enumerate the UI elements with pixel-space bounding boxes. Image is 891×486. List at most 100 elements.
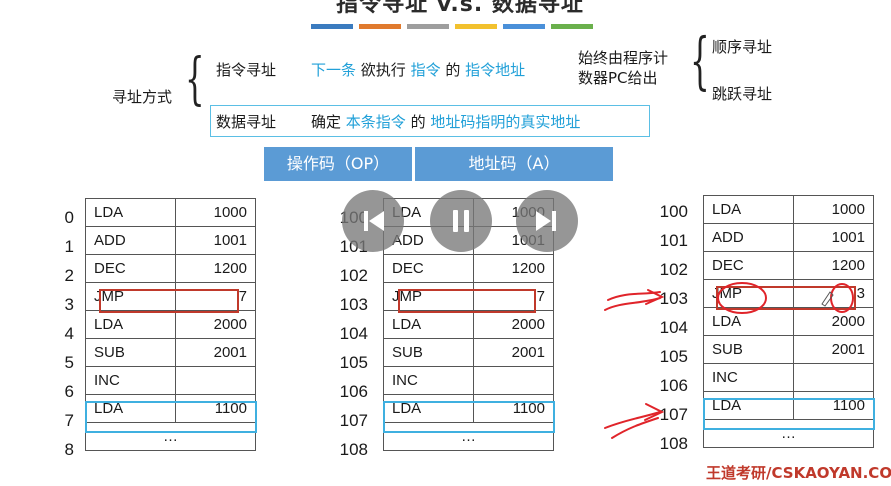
address-label: 8 — [64, 440, 74, 459]
opcode-cell: INC — [703, 363, 794, 392]
opcode-cell: LDA — [85, 310, 176, 339]
title-color-bar — [455, 24, 497, 29]
memory-row: LDA 2000 — [383, 310, 554, 339]
next-instruction-text: 下一条 — [311, 61, 357, 79]
address-label: 5 — [64, 353, 74, 372]
address-label: 106 — [659, 376, 688, 395]
address-label: 103 — [659, 289, 688, 308]
address-code-cell: 1200 — [793, 251, 874, 280]
address-label: 104 — [659, 318, 688, 337]
pc-note-line2: 数器PC给出 — [578, 69, 658, 87]
memory-row: DEC 1200 — [703, 251, 874, 280]
opcode-cell: DEC — [703, 251, 794, 280]
arrow-103-annotation — [604, 297, 661, 311]
address-code-cell: 2001 — [175, 338, 256, 367]
skip-back-icon — [364, 211, 384, 231]
opcode-cell: LDA — [703, 391, 794, 420]
memory-row: INC — [85, 366, 256, 395]
opcode-cell: ADD — [703, 223, 794, 252]
memory-row: DEC 1200 — [85, 254, 256, 283]
address-label: 108 — [339, 440, 368, 459]
next-button[interactable] — [516, 190, 578, 252]
memory-row: LDA 1100 — [85, 394, 256, 423]
opcode-cell: LDA — [85, 198, 176, 227]
jmp-row-highlight-1 — [99, 289, 239, 313]
address-label: 3 — [64, 295, 74, 314]
instruction-addressing-label: 指令寻址 — [216, 61, 277, 79]
desc-text: 欲执行 — [356, 61, 411, 79]
address-code-cell — [175, 366, 256, 395]
lda-row-highlight-3 — [703, 398, 875, 430]
opcode-cell: LDA — [703, 195, 794, 224]
address-code-cell: 1100 — [793, 391, 874, 420]
address-label: 103 — [339, 295, 368, 314]
desc-text: 的 — [405, 113, 431, 131]
previous-button[interactable] — [342, 190, 404, 252]
operand-circle-annotation — [830, 283, 854, 313]
address-label: 1 — [64, 237, 74, 256]
title-color-bar — [551, 24, 593, 29]
instruction-addressing-desc: 下一条 欲执行 指令 的 指令地址 — [311, 59, 525, 80]
address-label: 104 — [339, 324, 368, 343]
address-label: 105 — [659, 347, 688, 366]
opcode-cell: SUB — [85, 338, 176, 367]
address-code-cell: 1001 — [793, 223, 874, 252]
address-column-1: 0 1 2 3 4 5 6 7 8 — [40, 203, 74, 464]
this-instruction-text: 本条指令 — [345, 113, 406, 131]
sequential-addressing-label: 顺序寻址 — [712, 38, 773, 56]
pause-icon — [453, 210, 469, 232]
instruction-address-text: 指令地址 — [465, 61, 526, 79]
address-label: 2 — [64, 266, 74, 285]
opcode-header: 操作码（OP） — [264, 147, 412, 181]
opcode-cell: DEC — [383, 254, 474, 283]
watermark: 王道考研/CSKAOYAN.COM — [706, 464, 891, 482]
address-label: 6 — [64, 382, 74, 401]
memory-row: LDA 2000 — [85, 310, 256, 339]
address-label: 102 — [339, 266, 368, 285]
memory-row: LDA 1100 — [383, 394, 554, 423]
address-code-cell: 7 — [175, 282, 256, 311]
title-color-bar — [359, 24, 401, 29]
data-addressing-label: 数据寻址 — [216, 113, 277, 131]
right-brace-icon: { — [690, 24, 710, 97]
pencil-icon — [821, 291, 834, 307]
address-code-header: 地址码（A） — [415, 147, 613, 181]
address-code-cell: 2001 — [793, 335, 874, 364]
opcode-cell: ADD — [85, 226, 176, 255]
opcode-cell: DEC — [85, 254, 176, 283]
desc-text: 确定 — [311, 113, 346, 131]
address-code-cell: 1000 — [793, 195, 874, 224]
lda-row-highlight-2 — [383, 401, 555, 433]
memory-row: DEC 1200 — [383, 254, 554, 283]
opcode-cell: … — [383, 422, 554, 451]
address-label: 107 — [339, 411, 368, 430]
address-code-cell: 2001 — [473, 338, 554, 367]
memory-row: SUB 2001 — [383, 338, 554, 367]
address-code-cell: 1200 — [473, 254, 554, 283]
data-addressing-desc: 确定 本条指令 的 地址码指明的真实地址 — [311, 111, 580, 132]
address-label: 100 — [659, 202, 688, 221]
arrow-107-annotation — [604, 411, 661, 429]
memory-table-1: LDA 1000 ADD 1001 DEC 1200 JMP 7 LDA 2000 SUB 2001 I… — [85, 198, 256, 451]
address-label: 105 — [339, 353, 368, 372]
lda-row-highlight-1 — [85, 401, 257, 433]
address-code-cell: 1100 — [473, 394, 554, 423]
address-label: 107 — [659, 405, 688, 424]
address-label: 102 — [659, 260, 688, 279]
desc-text: 的 — [440, 61, 466, 79]
address-label: 7 — [64, 411, 74, 430]
data-addressing-box — [210, 105, 650, 137]
address-label: 101 — [659, 231, 688, 250]
left-brace-icon: { — [185, 47, 205, 112]
pause-button[interactable] — [430, 190, 492, 252]
jmp-circle-annotation — [717, 282, 767, 314]
opcode-cell: SUB — [703, 335, 794, 364]
addressing-mode-label: 寻址方式 — [112, 88, 173, 106]
opcode-cell: LDA — [85, 394, 176, 423]
address-label: 0 — [64, 208, 74, 227]
title-color-bar — [503, 24, 545, 29]
